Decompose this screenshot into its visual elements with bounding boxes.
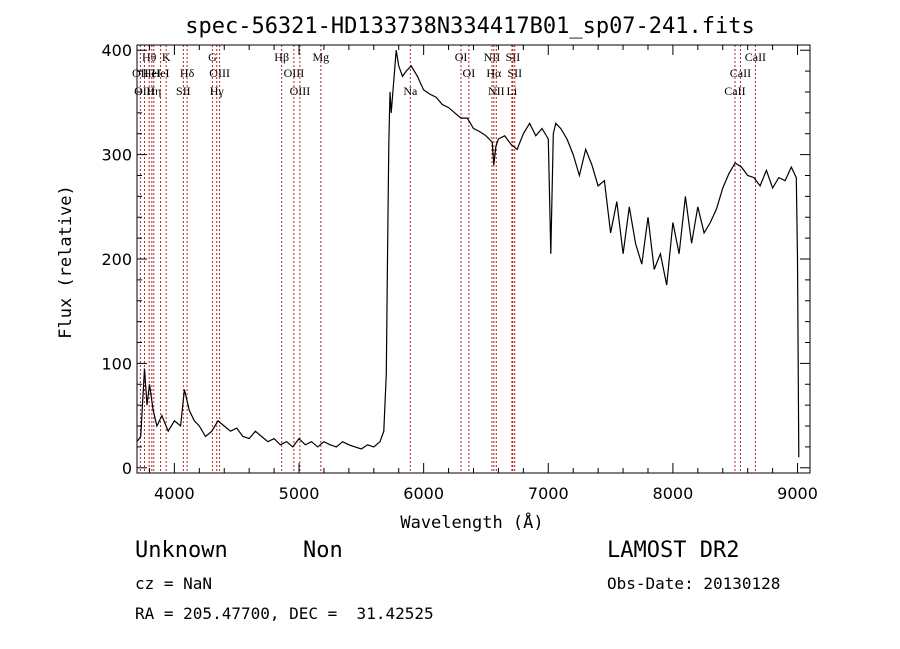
- marker-label-5: K: [162, 50, 171, 64]
- marker-label-23: SII: [507, 66, 522, 80]
- marker-label-7: Hδ: [180, 66, 195, 80]
- marker-label-17: OI: [455, 50, 468, 64]
- marker-label-3: HeI: [143, 66, 161, 80]
- object-subclass-label: Non: [303, 538, 343, 563]
- chart-title: spec-56321-HD133738N334417B01_sp07-241.f…: [185, 14, 755, 39]
- marker-label-13: OIII: [284, 66, 305, 80]
- marker-label-25: CaII: [724, 84, 745, 98]
- marker-label-19: NII: [484, 50, 501, 64]
- marker-label-14: OIII: [290, 84, 311, 98]
- x-tick-label-8000: 8000: [653, 484, 694, 503]
- marker-label-9: G: [208, 50, 217, 64]
- x-axis-label: Wavelength (Å): [400, 511, 543, 533]
- x-tick-label-6000: 6000: [403, 484, 444, 503]
- marker-label-15: Mg: [312, 50, 329, 64]
- x-tick-label-7000: 7000: [528, 484, 569, 503]
- spectrum-line-layer: [136, 50, 800, 458]
- marker-label-21: NII: [488, 84, 505, 98]
- cz-readout: cz = NaN: [135, 574, 213, 593]
- y-tick-label-300: 300: [101, 146, 132, 165]
- spectrum-series-0: [136, 50, 800, 458]
- marker-label-26: CaII: [730, 66, 751, 80]
- x-tick-label-4000: 4000: [154, 484, 195, 503]
- y-tick-label-0: 0: [122, 459, 132, 478]
- y-tick-label-400: 400: [101, 41, 132, 60]
- marker-label-12: Hβ: [274, 50, 289, 64]
- marker-label-11: Hγ: [210, 84, 225, 98]
- plot-frame: [136, 44, 811, 474]
- marker-label-6: HeI: [152, 66, 170, 80]
- marker-label-10: OIII: [209, 66, 230, 80]
- marker-label-18: OI: [463, 66, 476, 80]
- marker-label-20: Hα: [486, 66, 502, 80]
- marker-label-24: Li: [507, 84, 518, 98]
- coordinates-readout: RA = 205.47700, DEC = 31.42525: [135, 604, 434, 623]
- marker-label-0: Hθ: [142, 50, 157, 64]
- obs-date-readout: Obs-Date: 20130128: [607, 574, 781, 593]
- marker-label-4: Hη: [146, 84, 161, 98]
- marker-label-27: CaII: [745, 50, 766, 64]
- y-tick-label-100: 100: [101, 354, 132, 373]
- marker-label-22: SII: [506, 50, 521, 64]
- marker-label-8: SII: [176, 84, 191, 98]
- x-tick-label-5000: 5000: [279, 484, 320, 503]
- marker-label-2: OIII: [134, 84, 155, 98]
- survey-label: LAMOST DR2: [607, 538, 740, 563]
- y-axis-label: Flux (relative): [56, 185, 76, 339]
- axis-ticks: 4000 5000 6000 7000 8000 9000 0 100 200 300 400: [101, 41, 817, 503]
- y-tick-label-200: 200: [101, 250, 132, 269]
- x-tick-label-9000: 9000: [777, 484, 818, 503]
- marker-label-16: Na: [403, 84, 418, 98]
- object-class-label: Unknown: [135, 538, 228, 563]
